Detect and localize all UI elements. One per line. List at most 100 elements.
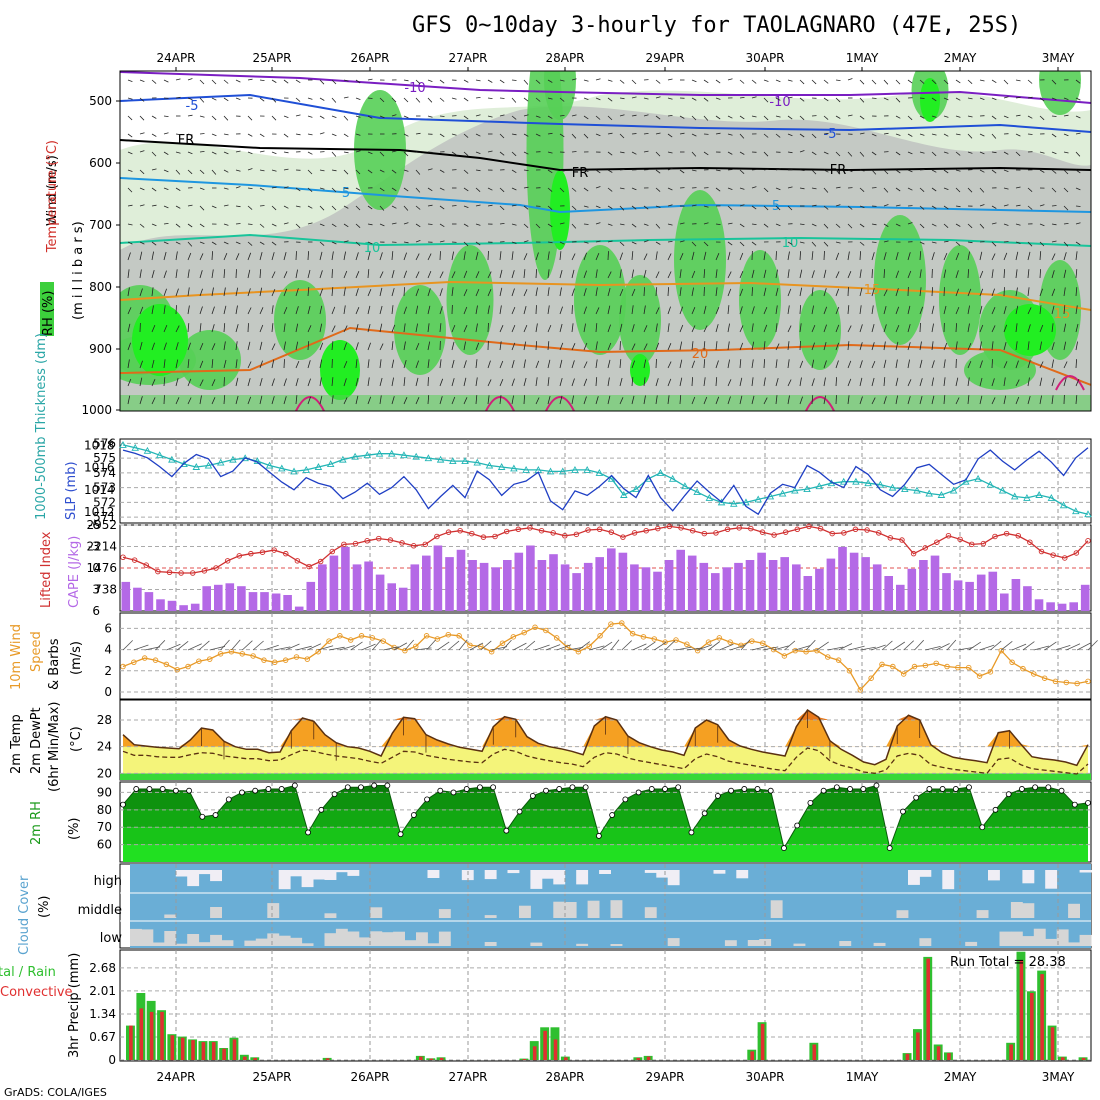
wind-barb: [271, 169, 277, 172]
wind-barb: [415, 271, 420, 279]
wind-barb: [379, 252, 383, 261]
wind10-barb: [404, 639, 415, 651]
cloud-level-label: low: [100, 931, 123, 946]
wind-barb: [679, 377, 683, 387]
precip-conv-bar: [149, 1011, 154, 1060]
cape-bar: [503, 560, 512, 611]
thickness-point: [510, 464, 518, 472]
wind-barb: [715, 253, 720, 261]
wind-barb: [1027, 115, 1033, 119]
wind-barb: [955, 169, 961, 172]
wind10-barb: [708, 641, 721, 651]
wind-barb: [535, 223, 541, 229]
wind-barb: [787, 325, 792, 333]
li-point: [503, 528, 510, 535]
wind-barb: [799, 287, 803, 297]
wind-barb: [859, 324, 863, 333]
wind-barb: [871, 342, 875, 351]
wind10-point: [315, 648, 321, 655]
thickness-point: [998, 486, 1007, 494]
wind-barb: [427, 395, 430, 405]
wind-barb: [847, 305, 850, 315]
rh-blob-70: [964, 350, 1036, 390]
wind-barb: [223, 341, 226, 351]
cape-bar: [861, 557, 870, 611]
wind-barb: [679, 287, 682, 297]
li-point: [317, 558, 324, 565]
wind-barb: [835, 115, 841, 119]
wind-barb: [1003, 377, 1006, 387]
precip-conv-bar: [1030, 993, 1034, 1060]
precip-conv-bar: [191, 1040, 195, 1060]
wind-barb: [595, 115, 601, 120]
wind-barb: [379, 205, 385, 211]
wind-barb: [295, 187, 301, 192]
wind-barb: [307, 205, 313, 209]
wind-barb: [727, 359, 730, 369]
wind-barb: [151, 187, 157, 192]
wind-barb: [547, 287, 550, 297]
wind-barb: [511, 79, 517, 81]
wind10-barb: [664, 640, 676, 651]
wind-barb: [427, 270, 432, 279]
wind-barb: [739, 151, 745, 155]
wind-barb: [895, 151, 901, 156]
wind-barb: [271, 79, 277, 83]
cloud-high-gap: [530, 870, 543, 889]
wind-barb: [415, 360, 419, 369]
wind-barb: [247, 223, 253, 225]
chart-title: GFS 0~10day 3-hourly for TAOLAGNARO (47E…: [412, 13, 1021, 38]
wind-barb: [991, 397, 996, 405]
cloud-low-gap: [347, 931, 360, 946]
wind-barb: [559, 323, 563, 333]
rh2m-point: [477, 784, 483, 791]
wind-barb: [631, 187, 637, 191]
wind10-barb: [784, 640, 796, 651]
wind-barb: [1051, 151, 1057, 155]
cloud-mid-gap: [564, 902, 577, 918]
wind-barb: [883, 132, 889, 135]
li-point: [724, 526, 731, 533]
wind-barb: [139, 269, 142, 279]
wind-barb: [967, 323, 970, 333]
bottom-date-label: 3MAY: [1042, 1070, 1075, 1084]
wind-barb: [343, 223, 349, 228]
rh-blob-90: [920, 78, 940, 122]
wind-barb: [511, 270, 515, 279]
cape-bar: [1011, 579, 1021, 611]
wind-barb: [295, 395, 298, 405]
wind-barb: [199, 306, 203, 315]
cloud-low-gap: [610, 944, 623, 946]
wind-barb: [163, 270, 167, 279]
wind-barb: [451, 378, 455, 387]
wind-barb: [691, 396, 696, 405]
wind-barb: [1003, 96, 1009, 99]
wind-barb: [127, 151, 133, 155]
cloud-low-gap: [404, 940, 417, 946]
wind-barb: [163, 223, 169, 225]
wind-barb: [163, 205, 169, 209]
wind-barb: [619, 341, 621, 351]
wind-barb: [703, 205, 709, 208]
wind-barb: [571, 343, 576, 351]
wind-barb: [727, 241, 733, 246]
wind-barb: [643, 150, 649, 153]
wind-barb: [535, 287, 538, 297]
wind-barb: [451, 97, 457, 100]
wind-barb: [127, 359, 130, 369]
wind-barb: [451, 205, 457, 207]
cape-bar: [237, 586, 246, 611]
wind-barb: [655, 132, 661, 135]
wind-barb: [703, 325, 708, 333]
wind-barb: [163, 377, 166, 387]
wind-barb: [355, 97, 361, 100]
temperature-axis-label: Temperature (°C): [45, 140, 60, 253]
wind-barb: [859, 342, 863, 351]
wind-barb: [991, 288, 995, 297]
wind-barb: [235, 287, 239, 297]
wind-barb: [919, 97, 925, 99]
cloud-mid-gap: [519, 905, 531, 918]
wind-barb: [787, 359, 790, 369]
wind-barb: [523, 341, 527, 351]
wind-barb: [1003, 204, 1009, 207]
